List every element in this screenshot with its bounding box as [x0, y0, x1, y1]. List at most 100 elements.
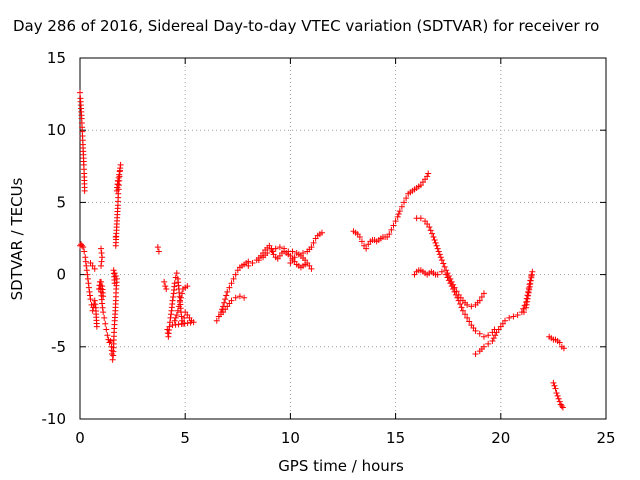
data-point	[553, 390, 560, 397]
data-point	[241, 294, 248, 301]
data-point	[102, 320, 109, 327]
data-point	[300, 249, 307, 256]
data-point	[171, 317, 178, 324]
data-point	[558, 403, 565, 410]
data-point	[560, 345, 567, 352]
y-tick-label: 5	[56, 193, 66, 211]
data-point	[506, 314, 513, 321]
data-point	[166, 319, 173, 326]
data-point	[462, 311, 469, 318]
data-point	[525, 292, 532, 299]
data-point	[100, 293, 107, 300]
data-point	[111, 280, 118, 287]
data-point	[161, 278, 168, 285]
data-point	[520, 309, 527, 316]
data-point	[99, 254, 106, 261]
data-point	[101, 314, 108, 321]
data-point	[489, 338, 496, 345]
data-point	[526, 283, 533, 290]
data-point	[98, 249, 105, 256]
data-point	[221, 299, 228, 306]
data-point	[176, 299, 183, 306]
data-points	[77, 89, 567, 411]
data-point	[556, 339, 563, 346]
data-point	[480, 333, 487, 340]
data-point	[550, 379, 557, 386]
data-point	[523, 304, 530, 311]
data-point	[112, 234, 119, 241]
data-point	[390, 222, 397, 229]
data-point	[93, 323, 100, 330]
data-point	[281, 245, 288, 252]
data-point	[85, 284, 92, 291]
data-point	[268, 247, 275, 254]
data-point	[528, 274, 535, 281]
data-point	[527, 277, 534, 284]
data-point	[472, 351, 479, 358]
data-point	[154, 244, 161, 251]
data-point	[245, 262, 252, 269]
data-point	[510, 313, 517, 320]
data-point	[223, 292, 230, 299]
data-point	[184, 283, 191, 290]
data-point	[295, 251, 302, 258]
data-point	[444, 270, 451, 277]
data-point	[476, 297, 483, 304]
y-tick-label: 15	[47, 49, 66, 67]
data-point	[552, 385, 559, 392]
y-tick-label: -5	[51, 338, 66, 356]
data-point	[99, 300, 106, 307]
data-point	[468, 303, 475, 310]
data-point	[554, 392, 561, 399]
data-point	[403, 195, 410, 202]
data-point	[232, 271, 239, 278]
data-point	[98, 278, 105, 285]
data-point	[441, 263, 448, 270]
data-point	[82, 258, 89, 265]
data-point	[436, 251, 443, 258]
data-point	[396, 208, 403, 215]
data-point	[104, 332, 111, 339]
data-point	[175, 303, 182, 310]
data-point	[443, 267, 450, 274]
data-point	[453, 288, 460, 295]
data-point	[85, 280, 92, 287]
data-point	[91, 297, 98, 304]
grid	[80, 58, 606, 419]
data-point	[222, 296, 229, 303]
data-point	[84, 275, 91, 282]
data-point	[226, 284, 233, 291]
data-point	[394, 213, 401, 220]
data-point	[103, 326, 110, 333]
data-point	[255, 257, 262, 264]
data-point	[264, 249, 271, 256]
data-point	[485, 332, 492, 339]
data-point	[472, 327, 479, 334]
chart-title: Day 286 of 2016, Sidereal Day-to-day VTE…	[13, 17, 599, 35]
data-point	[485, 340, 492, 347]
data-point	[213, 317, 220, 324]
data-point	[310, 239, 317, 246]
data-point	[178, 313, 185, 320]
axes: 0 5 10 15 20 25 -10 -5 0 5 10 15	[42, 49, 616, 447]
x-tick-label: 25	[596, 429, 615, 447]
data-point	[502, 317, 509, 324]
data-point	[358, 238, 365, 245]
data-point	[417, 215, 424, 222]
data-point	[525, 289, 532, 296]
data-point	[167, 314, 174, 321]
data-point	[163, 286, 170, 293]
data-point	[458, 304, 465, 311]
y-tick-label: 0	[56, 266, 66, 284]
data-point	[524, 298, 531, 305]
data-point	[173, 270, 180, 277]
data-point	[173, 312, 180, 319]
data-point	[451, 284, 458, 291]
data-point	[520, 305, 527, 312]
data-point	[386, 231, 393, 238]
data-point	[228, 280, 235, 287]
data-point	[81, 187, 88, 194]
x-tick-label: 0	[75, 429, 85, 447]
data-point	[86, 292, 93, 299]
data-point	[289, 248, 296, 255]
